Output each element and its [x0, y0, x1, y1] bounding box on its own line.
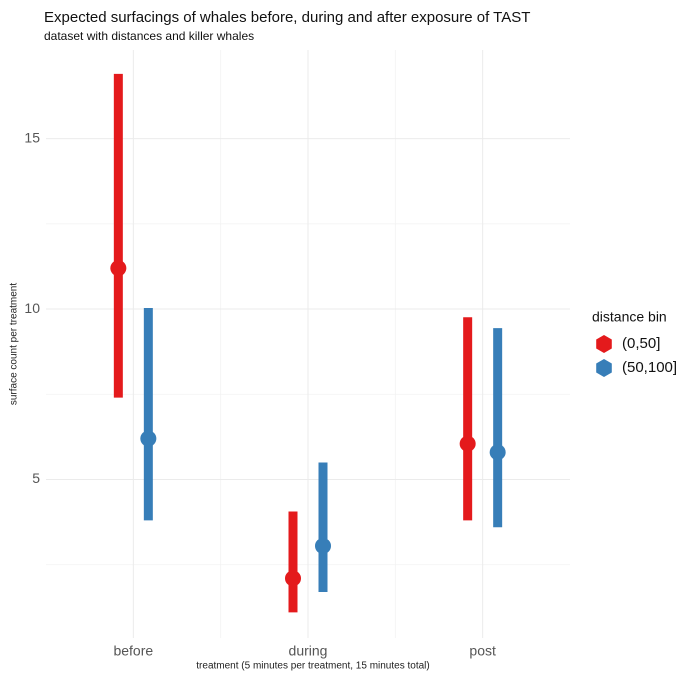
- legend-label: (0,50]: [622, 335, 660, 352]
- point: [140, 430, 157, 447]
- chart-subtitle: dataset with distances and killer whales: [44, 29, 254, 43]
- legend-label: (50,100]: [622, 359, 677, 376]
- x-tick-label: post: [469, 643, 496, 659]
- y-axis-label: surface count per treatment: [9, 283, 20, 406]
- point: [285, 570, 301, 587]
- x-tick-label: during: [289, 643, 328, 659]
- legend-title: distance bin: [592, 309, 667, 325]
- point: [459, 435, 476, 452]
- chart-title: Expected surfacings of whales before, du…: [44, 9, 530, 26]
- point: [110, 260, 127, 277]
- point: [489, 444, 506, 461]
- x-axis-label: treatment (5 minutes per treatment, 15 m…: [196, 661, 429, 672]
- y-tick-label: 15: [24, 129, 40, 145]
- y-tick-label: 5: [32, 470, 40, 486]
- legend-swatch: [596, 359, 612, 377]
- y-tick-label: 10: [24, 300, 40, 316]
- legend-swatch: [596, 335, 612, 353]
- x-tick-label: before: [113, 643, 153, 659]
- point: [315, 537, 331, 554]
